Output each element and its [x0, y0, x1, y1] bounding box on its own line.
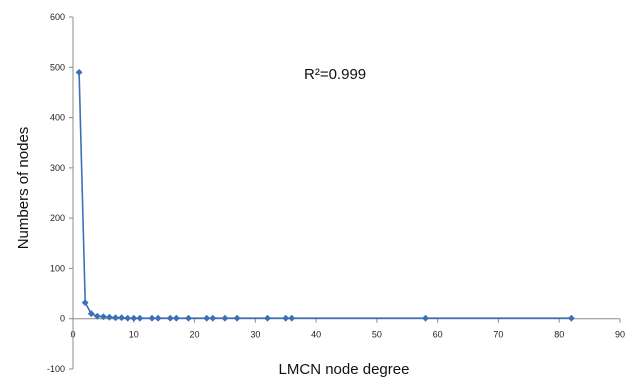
data-point: [288, 314, 296, 322]
y-axis-ticks: -100 0 100 200 300 400 500 600: [47, 12, 73, 374]
data-point: [118, 314, 126, 322]
data-point: [87, 310, 95, 318]
data-point: [203, 314, 211, 322]
y-tick-label: 0: [60, 314, 65, 324]
x-tick-label: 60: [433, 330, 443, 340]
series-line: [78, 72, 572, 320]
data-point: [112, 314, 119, 322]
data-point: [99, 313, 107, 321]
data-point: [136, 314, 144, 322]
data-point: [172, 314, 180, 322]
data-point: [148, 314, 156, 322]
y-tick-label: 500: [50, 62, 65, 72]
x-tick-label: 50: [372, 330, 382, 340]
x-tick-label: 20: [190, 330, 200, 340]
x-tick-label: 90: [615, 330, 625, 340]
y-tick-label: 200: [50, 213, 65, 223]
y-tick-label: 400: [50, 113, 65, 123]
y-tick-label: -100: [47, 364, 65, 374]
data-point: [106, 313, 113, 321]
data-point: [130, 314, 138, 322]
data-point: [282, 314, 290, 322]
data-point: [166, 314, 174, 322]
y-tick-label: 600: [50, 12, 65, 22]
y-axis-title: Numbers of nodes: [15, 127, 32, 250]
data-point: [567, 314, 575, 322]
data-point: [185, 314, 192, 322]
data-point: [93, 312, 101, 320]
x-tick-label: 80: [554, 330, 564, 340]
x-tick-label: 40: [311, 330, 321, 340]
data-point: [233, 314, 241, 322]
data-point: [422, 314, 429, 322]
series: [75, 68, 575, 322]
data-point: [264, 314, 271, 322]
data-point: [81, 299, 89, 307]
data-point: [124, 314, 132, 322]
data-point: [75, 68, 83, 76]
x-axis-title: LMCN node degree: [279, 361, 410, 378]
data-point: [154, 314, 162, 322]
x-tick-label: 30: [250, 330, 260, 340]
r-squared-annotation: R²=0.999: [304, 66, 366, 83]
data-point: [221, 314, 229, 322]
x-tick-label: 70: [493, 330, 503, 340]
y-tick-label: 100: [50, 263, 65, 273]
y-tick-label: 300: [50, 163, 65, 173]
data-point: [209, 314, 217, 322]
x-tick-label: 10: [129, 330, 139, 340]
